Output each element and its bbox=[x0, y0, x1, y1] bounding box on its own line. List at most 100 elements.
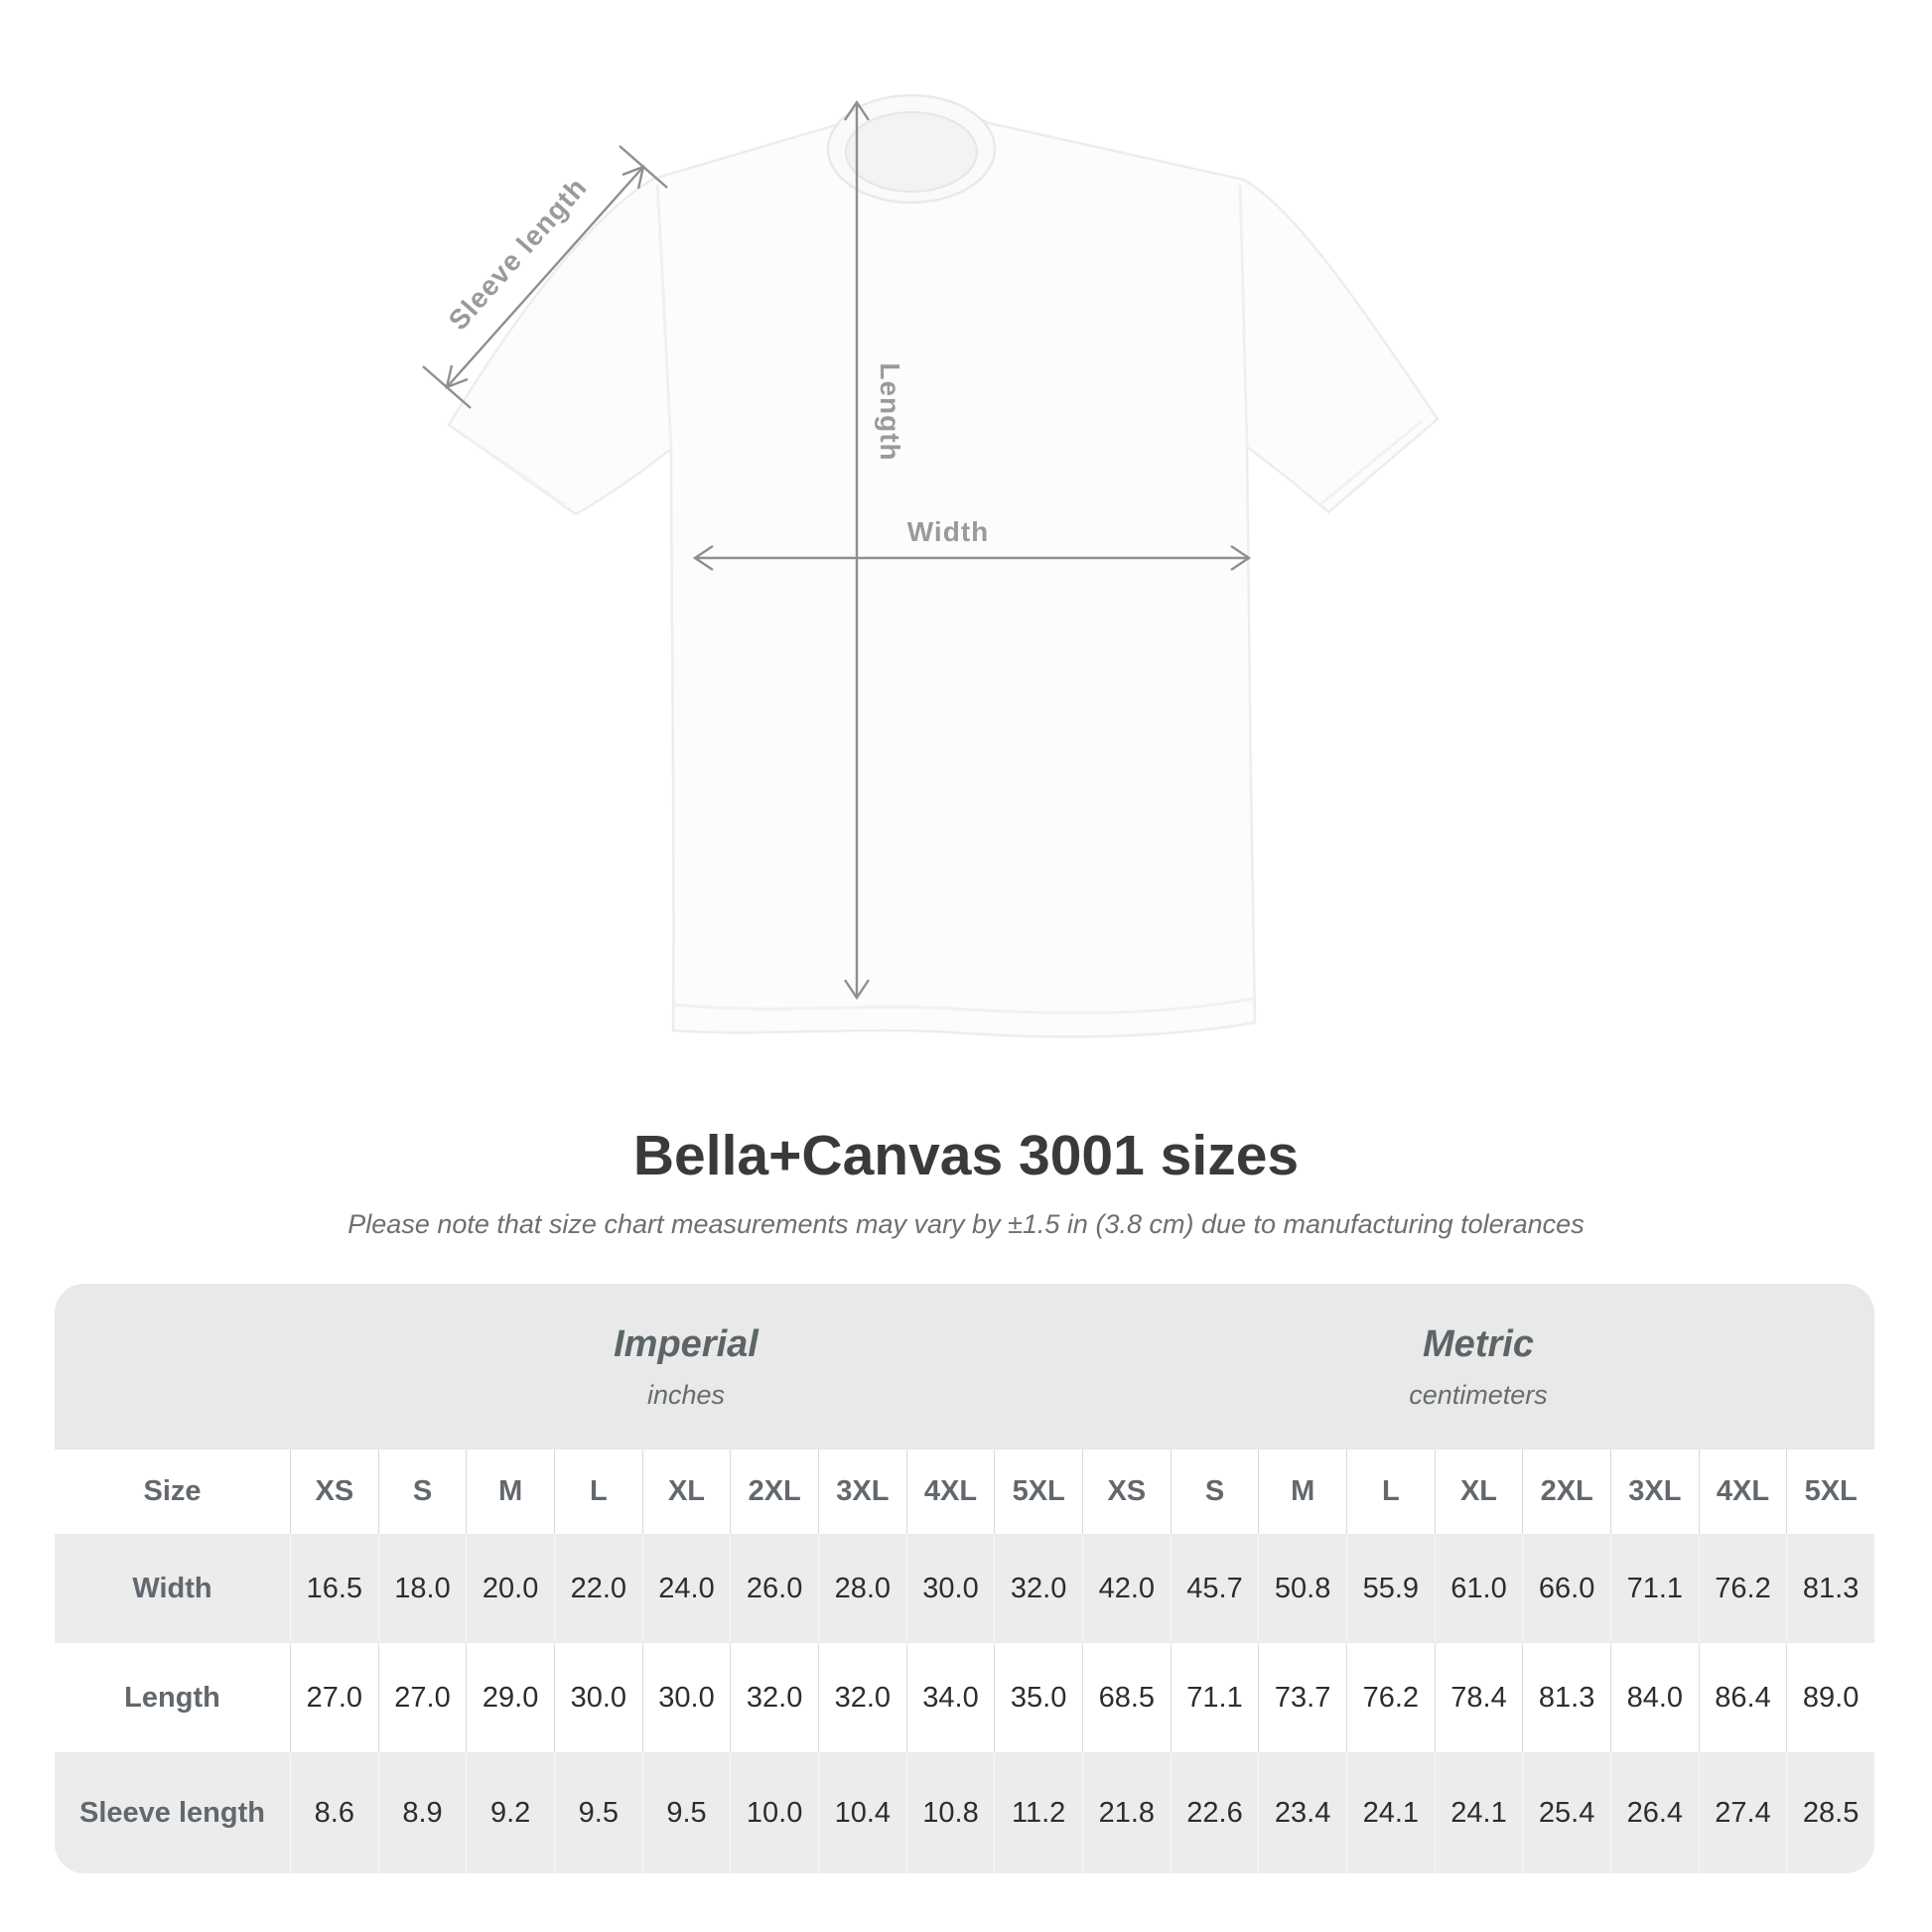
value-cell-imperial: 18.0 bbox=[377, 1534, 467, 1643]
value-cell-imperial: 9.5 bbox=[641, 1752, 731, 1873]
value-cell-imperial: 10.4 bbox=[817, 1752, 906, 1873]
value-cell-imperial: 10.8 bbox=[905, 1752, 995, 1873]
value-cell-imperial: 8.6 bbox=[290, 1752, 378, 1873]
value-cell-metric: 27.4 bbox=[1698, 1752, 1787, 1873]
row-label-width: Width bbox=[132, 1572, 212, 1604]
value-cell-metric: 26.4 bbox=[1609, 1752, 1699, 1873]
value-cell-imperial: 30.0 bbox=[553, 1643, 642, 1752]
imperial-header: Imperial inches bbox=[290, 1284, 1082, 1449]
value-cell-metric: 21.8 bbox=[1081, 1752, 1171, 1873]
title-block: Bella+Canvas 3001 sizes Please note that… bbox=[0, 1125, 1932, 1240]
value-cell-metric: 78.4 bbox=[1434, 1643, 1523, 1752]
value-cell-metric: 89.0 bbox=[1786, 1643, 1874, 1752]
value-cell-metric: 73.7 bbox=[1258, 1643, 1346, 1752]
size-col-header: 4XL bbox=[905, 1449, 995, 1534]
value-cell-metric: 76.2 bbox=[1345, 1643, 1435, 1752]
imperial-label: Imperial bbox=[614, 1322, 759, 1365]
table-row-width: Width 16.5 18.0 20.0 22.0 24.0 26.0 28.0 30.0 32… bbox=[55, 1534, 1874, 1643]
value-cell-metric: 81.3 bbox=[1522, 1643, 1610, 1752]
tshirt-measurement-diagram: Sleeve length Length Width bbox=[422, 93, 1440, 1038]
size-col-header: L bbox=[553, 1449, 642, 1534]
width-arrow bbox=[692, 545, 1252, 571]
tshirt-silhouette bbox=[447, 93, 1440, 1038]
value-cell-metric: 28.5 bbox=[1786, 1752, 1874, 1873]
size-col-header: XS bbox=[1081, 1449, 1171, 1534]
value-cell-metric: 71.1 bbox=[1609, 1534, 1699, 1643]
metric-unit-label: centimeters bbox=[1409, 1379, 1548, 1410]
size-col-header: 3XL bbox=[1609, 1449, 1699, 1534]
length-label: Length bbox=[875, 362, 905, 461]
sleeve-length-arrow bbox=[422, 145, 668, 409]
unit-header-row: Imperial inches Metric centimeters bbox=[55, 1284, 1874, 1449]
value-cell-metric: 50.8 bbox=[1258, 1534, 1346, 1643]
size-col-header: 3XL bbox=[817, 1449, 906, 1534]
value-cell-metric: 76.2 bbox=[1698, 1534, 1787, 1643]
value-cell-imperial: 26.0 bbox=[730, 1534, 818, 1643]
metric-label: Metric bbox=[1423, 1322, 1534, 1365]
value-cell-imperial: 16.5 bbox=[290, 1534, 378, 1643]
value-cell-imperial: 27.0 bbox=[377, 1643, 467, 1752]
size-chart-table: Imperial inches Metric centimeters Size … bbox=[55, 1284, 1874, 1873]
value-cell-imperial: 24.0 bbox=[641, 1534, 731, 1643]
size-col-header: S bbox=[1170, 1449, 1259, 1534]
size-col-header: XL bbox=[1434, 1449, 1523, 1534]
value-cell-imperial: 35.0 bbox=[994, 1643, 1082, 1752]
value-cell-metric: 81.3 bbox=[1786, 1534, 1874, 1643]
size-col-header: M bbox=[1258, 1449, 1346, 1534]
value-cell-imperial: 8.9 bbox=[377, 1752, 467, 1873]
size-header-label: Size bbox=[143, 1475, 202, 1507]
size-col-header: 4XL bbox=[1698, 1449, 1787, 1534]
size-col-header: XL bbox=[641, 1449, 731, 1534]
table-row-length: Length 27.0 27.0 29.0 30.0 30.0 32.0 32.0 34.0 3… bbox=[55, 1643, 1874, 1752]
size-header-row: Size XS S M L XL 2XL 3XL 4XL 5XL XS S M L XL 2XL 3XL 4XL… bbox=[55, 1449, 1874, 1534]
value-cell-metric: 25.4 bbox=[1522, 1752, 1610, 1873]
size-col-header: L bbox=[1345, 1449, 1435, 1534]
page-subtitle: Please note that size chart measurements… bbox=[347, 1208, 1585, 1239]
value-cell-metric: 24.1 bbox=[1345, 1752, 1435, 1873]
value-cell-imperial: 29.0 bbox=[466, 1643, 554, 1752]
value-cell-metric: 86.4 bbox=[1698, 1643, 1787, 1752]
value-cell-metric: 45.7 bbox=[1170, 1534, 1259, 1643]
length-arrow bbox=[844, 99, 870, 1001]
value-cell-metric: 84.0 bbox=[1609, 1643, 1699, 1752]
value-cell-imperial: 34.0 bbox=[905, 1643, 995, 1752]
page-title: Bella+Canvas 3001 sizes bbox=[632, 1124, 1300, 1187]
row-label-length: Length bbox=[124, 1681, 220, 1714]
size-col-header: M bbox=[466, 1449, 554, 1534]
row-label-sleeve-length: Sleeve length bbox=[79, 1796, 265, 1829]
value-cell-imperial: 22.0 bbox=[553, 1534, 642, 1643]
value-cell-imperial: 11.2 bbox=[994, 1752, 1082, 1873]
value-cell-imperial: 32.0 bbox=[730, 1643, 818, 1752]
value-cell-metric: 23.4 bbox=[1258, 1752, 1346, 1873]
size-col-header: S bbox=[377, 1449, 467, 1534]
value-cell-metric: 22.6 bbox=[1170, 1752, 1259, 1873]
imperial-unit-label: inches bbox=[646, 1379, 726, 1410]
table-row-sleeve-length: Sleeve length 8.6 8.9 9.2 9.5 9.5 10.0 10.4 10.… bbox=[55, 1752, 1874, 1873]
value-cell-imperial: 20.0 bbox=[466, 1534, 554, 1643]
size-col-header: XS bbox=[290, 1449, 378, 1534]
value-cell-imperial: 9.2 bbox=[466, 1752, 554, 1873]
value-cell-metric: 42.0 bbox=[1081, 1534, 1171, 1643]
value-cell-imperial: 32.0 bbox=[817, 1643, 906, 1752]
measurement-arrows bbox=[422, 99, 1252, 1001]
value-cell-imperial: 9.5 bbox=[553, 1752, 642, 1873]
metric-header: Metric centimeters bbox=[1082, 1284, 1874, 1449]
size-col-header: 2XL bbox=[730, 1449, 818, 1534]
size-col-header: 5XL bbox=[994, 1449, 1082, 1534]
size-col-header: 2XL bbox=[1522, 1449, 1610, 1534]
neck-opening bbox=[845, 111, 978, 193]
value-cell-imperial: 30.0 bbox=[905, 1534, 995, 1643]
value-cell-metric: 61.0 bbox=[1434, 1534, 1523, 1643]
value-cell-metric: 66.0 bbox=[1522, 1534, 1610, 1643]
value-cell-metric: 55.9 bbox=[1345, 1534, 1435, 1643]
value-cell-imperial: 32.0 bbox=[994, 1534, 1082, 1643]
value-cell-imperial: 28.0 bbox=[817, 1534, 906, 1643]
value-cell-metric: 24.1 bbox=[1434, 1752, 1523, 1873]
value-cell-metric: 68.5 bbox=[1081, 1643, 1171, 1752]
value-cell-imperial: 30.0 bbox=[641, 1643, 731, 1752]
shirt-diagram: Sleeve length Length Width bbox=[422, 93, 1440, 1038]
value-cell-imperial: 10.0 bbox=[730, 1752, 818, 1873]
value-cell-metric: 71.1 bbox=[1170, 1643, 1259, 1752]
size-col-header: 5XL bbox=[1786, 1449, 1874, 1534]
value-cell-imperial: 27.0 bbox=[290, 1643, 378, 1752]
